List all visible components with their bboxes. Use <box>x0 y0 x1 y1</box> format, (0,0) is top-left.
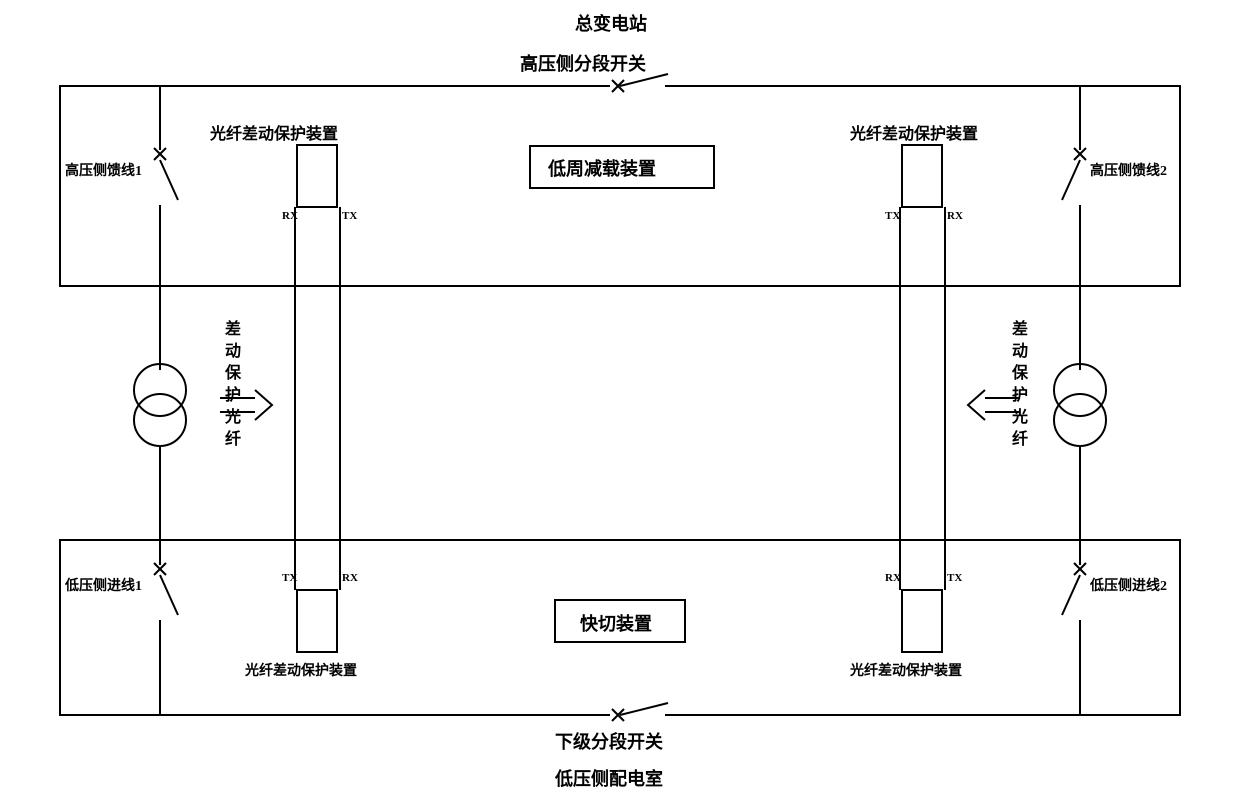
schematic-svg <box>0 0 1240 803</box>
fiber-diff-device-left-bot-label: 光纤差动保护装置 <box>245 660 357 680</box>
hv-section-switch-label: 高压侧分段开关 <box>520 50 646 76</box>
hv-feeder-2-label: 高压侧馈线2 <box>1090 160 1167 180</box>
fiber-diff-device-left-top-label: 光纤差动保护装置 <box>210 120 338 144</box>
rx-label-top-right: RX <box>947 210 963 222</box>
lower-section-switch-label: 下级分段开关 <box>555 728 663 754</box>
rx-label-bot-left: RX <box>342 572 358 584</box>
tx-label-bot-left: TX <box>282 572 297 584</box>
diff-protect-fiber-right-label: 差动保护光纤 <box>1005 320 1029 452</box>
tx-label-top-left: TX <box>342 210 357 222</box>
bottom-title: 低压侧配电室 <box>555 765 663 791</box>
lv-inlet-1-label: 低压侧进线1 <box>65 575 142 595</box>
tx-label-bot-right: TX <box>947 572 962 584</box>
low-freq-load-shed-label: 低周减载装置 <box>548 155 656 181</box>
lv-inlet-2-label: 低压侧进线2 <box>1090 575 1167 595</box>
hv-feeder-1-label: 高压侧馈线1 <box>65 160 142 180</box>
rx-label-top-left: RX <box>282 210 298 222</box>
fiber-diff-device-right-bot-label: 光纤差动保护装置 <box>850 660 962 680</box>
tx-label-top-right: TX <box>885 210 900 222</box>
diff-protect-fiber-left-label: 差动保护光纤 <box>218 320 242 452</box>
rx-label-bot-right: RX <box>885 572 901 584</box>
fast-switch-device-label: 快切装置 <box>580 610 652 636</box>
fiber-diff-device-right-top-label: 光纤差动保护装置 <box>850 120 978 144</box>
top-title: 总变电站 <box>575 10 647 36</box>
